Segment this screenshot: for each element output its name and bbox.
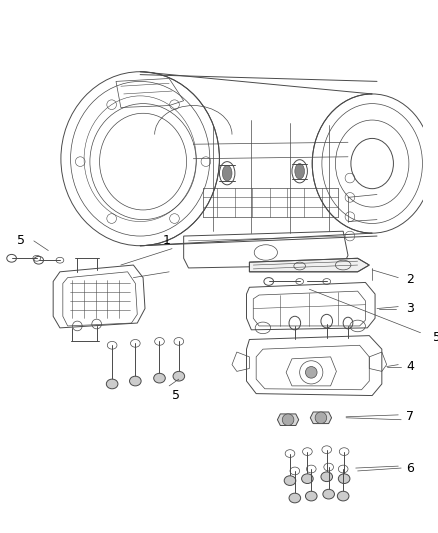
Ellipse shape xyxy=(337,491,349,501)
Text: 5: 5 xyxy=(172,389,180,402)
Ellipse shape xyxy=(338,474,350,483)
Text: 1: 1 xyxy=(162,235,170,247)
Ellipse shape xyxy=(154,373,165,383)
Ellipse shape xyxy=(223,165,232,181)
Ellipse shape xyxy=(289,493,300,503)
Ellipse shape xyxy=(130,376,141,386)
Ellipse shape xyxy=(106,379,118,389)
Ellipse shape xyxy=(315,412,327,424)
Ellipse shape xyxy=(305,367,317,378)
Ellipse shape xyxy=(173,372,185,381)
Text: 4: 4 xyxy=(406,360,414,373)
Text: 6: 6 xyxy=(406,462,414,474)
Text: 3: 3 xyxy=(406,302,414,315)
Ellipse shape xyxy=(321,472,332,482)
Ellipse shape xyxy=(302,474,313,483)
Text: 2: 2 xyxy=(406,273,414,286)
Text: 5: 5 xyxy=(18,235,25,247)
Ellipse shape xyxy=(305,491,317,501)
Text: 7: 7 xyxy=(406,410,414,423)
Polygon shape xyxy=(249,259,369,272)
Ellipse shape xyxy=(282,414,294,425)
Ellipse shape xyxy=(284,476,296,486)
Ellipse shape xyxy=(295,164,304,179)
Ellipse shape xyxy=(323,489,335,499)
Polygon shape xyxy=(277,414,299,425)
Text: 5: 5 xyxy=(433,331,438,344)
Polygon shape xyxy=(310,412,332,424)
